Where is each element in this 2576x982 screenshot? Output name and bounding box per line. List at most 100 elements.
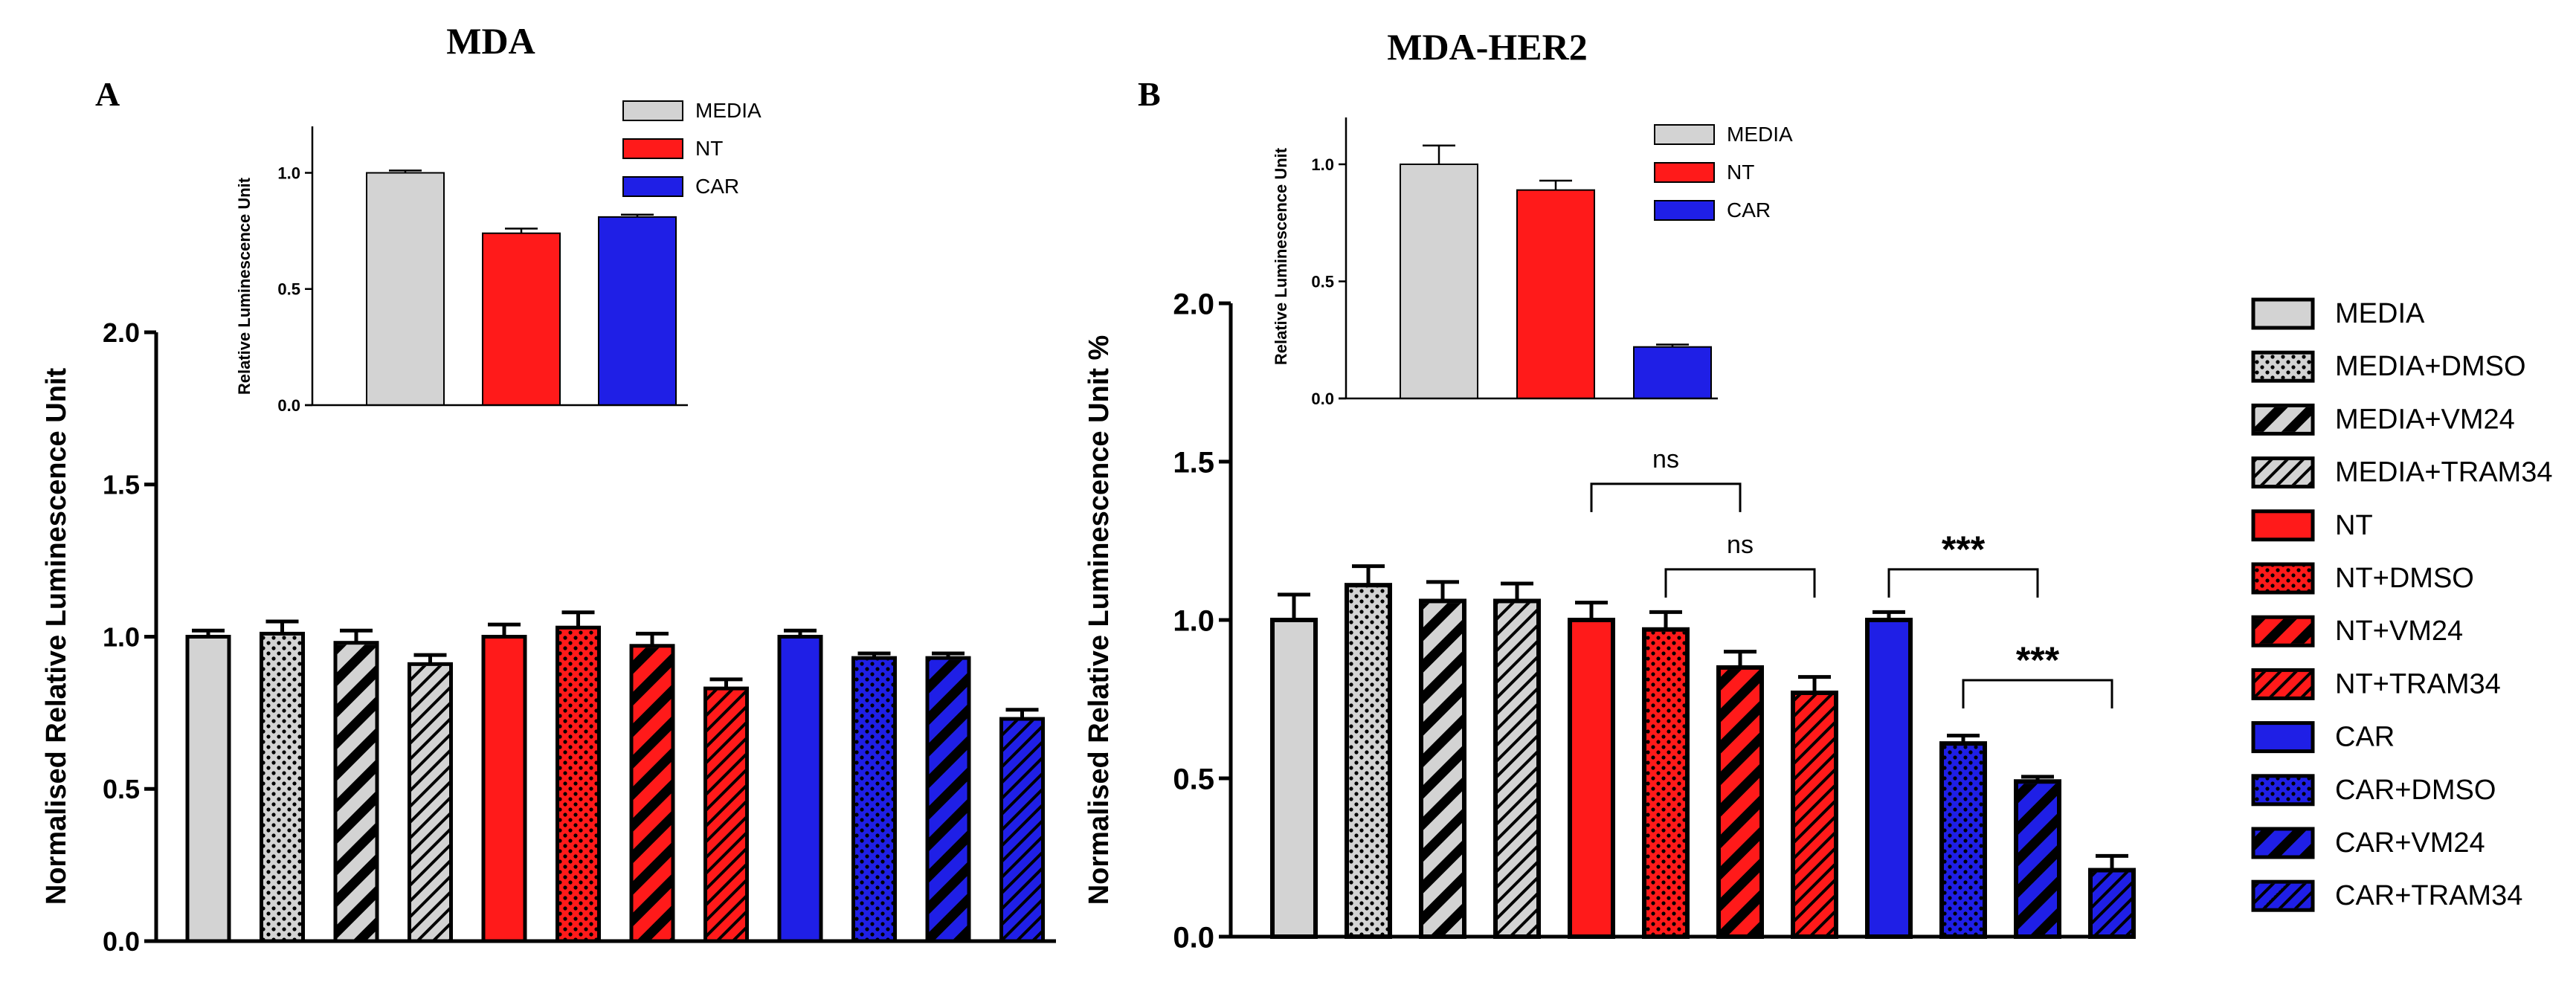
- a-inset-ytick-label: 0.0: [277, 396, 300, 415]
- chart-b-main: 0.0 0.5 1.0 1.5 2.0 Normalised Relative Lumin…: [1083, 288, 2136, 954]
- legend-media-label: MEDIA: [2335, 298, 2425, 329]
- a-main-ytick-label: 2.0: [103, 317, 140, 348]
- legend-nt-dmso-label: NT+DMSO: [2335, 563, 2474, 594]
- b-main-bar-media-dmso-hatch: [1349, 587, 1388, 934]
- a-main-ytick-label: 1.5: [103, 470, 140, 500]
- a-main-ytick-label: 1.0: [103, 621, 140, 652]
- a-inset-legend-label-nt: NT: [695, 137, 723, 160]
- b-main-ytick-label: 2.0: [1173, 288, 1214, 320]
- b-main-significance-label: ***: [1942, 529, 1986, 570]
- b-main-significance-label: ns: [1652, 445, 1679, 474]
- a-inset-legend-label-media: MEDIA: [695, 99, 761, 122]
- b-main-y-axis-label: Normalised Relative Luminescence Unit %: [1083, 335, 1115, 905]
- chart-a-inset: 0.0 0.5 1.0 Relative Luminescence Unit MEDIA…: [235, 99, 761, 415]
- panel-b-title: MDA-HER2: [1387, 26, 1587, 68]
- b-inset-bar-media: [1400, 164, 1478, 399]
- a-main-bar-media-tram34-hatch: [411, 665, 449, 940]
- legend-nt-tram34-swatch-hatch: [2255, 671, 2311, 697]
- b-main-significance-bracket: [1590, 482, 1742, 512]
- a-inset-legend-swatch-media: [622, 100, 683, 121]
- a-main-bar-car-vm24-hatch: [929, 659, 967, 940]
- a-main-bar-car-dmso-hatch: [855, 659, 893, 940]
- b-main-significance-bracket: [1962, 679, 2113, 708]
- b-main-significance-bracket: [1664, 568, 1816, 598]
- b-inset-legend-label-car: CAR: [1727, 198, 1771, 222]
- b-main-bar-nt: [1568, 618, 1615, 939]
- b-main-ytick-label: 1.5: [1173, 446, 1214, 479]
- panel-a-label: A: [95, 75, 120, 113]
- b-main-significance-label: ***: [2016, 639, 2060, 681]
- a-main-bar-nt-tram34-hatch: [707, 690, 745, 940]
- b-inset-ytick-label: 0.5: [1311, 272, 1334, 291]
- legend-car-tram34-swatch-hatch: [2255, 883, 2311, 908]
- legend-nt-dmso-swatch-hatch: [2255, 566, 2311, 591]
- chart-a-main: 0.0 0.5 1.0 1.5 2.0 Normalised Relative Lumin…: [41, 317, 1056, 957]
- legend-media-swatch: [2251, 297, 2315, 330]
- b-main-bar-nt-dmso-hatch: [1646, 631, 1685, 934]
- b-main-bar-media-tram34-hatch: [1498, 603, 1536, 934]
- a-inset-ytick-label: 1.0: [277, 164, 300, 182]
- legend-nt-vm24-swatch-hatch: [2255, 618, 2311, 644]
- a-main-ytick-label: 0.0: [103, 926, 140, 957]
- legend-car-vm24-swatch-hatch: [2255, 830, 2311, 856]
- b-inset-ytick-label: 0.0: [1311, 390, 1334, 408]
- legend-media-dmso-label: MEDIA+DMSO: [2335, 351, 2526, 382]
- a-main-y-axis-label: Normalised Relative Luminescence Unit: [41, 368, 72, 905]
- legend-nt-tram34-label: NT+TRAM34: [2335, 668, 2501, 700]
- a-inset-legend-swatch-car: [622, 176, 683, 197]
- a-main-bar-nt: [481, 635, 527, 943]
- b-inset-ytick-label: 1.0: [1311, 155, 1334, 174]
- a-main-bar-media: [185, 635, 231, 943]
- b-main-bar-nt-tram34-hatch: [1795, 694, 1834, 934]
- b-inset-legend-label-media: MEDIA: [1727, 123, 1793, 146]
- b-inset-y-axis-label: Relative Luminescence Unit: [1272, 147, 1290, 365]
- legend-media-dmso-swatch-hatch: [2255, 354, 2311, 379]
- a-inset-ytick-label: 0.5: [277, 280, 300, 299]
- b-main-ytick-label: 0.5: [1173, 763, 1214, 795]
- a-main-bar-nt-vm24-hatch: [633, 647, 672, 940]
- a-inset-legend-label-car: CAR: [695, 175, 739, 198]
- legend-car-swatch: [2251, 721, 2315, 754]
- legend-car-dmso-label: CAR+DMSO: [2335, 775, 2496, 806]
- a-main-ytick-label: 0.5: [103, 774, 140, 804]
- a-main-bar-car: [777, 635, 823, 943]
- a-main-bar-car-tram34-hatch: [1003, 720, 1041, 940]
- b-main-ytick-label: 0.0: [1173, 921, 1214, 954]
- b-main-bar-car-tram34-hatch: [2093, 872, 2131, 934]
- b-main-significance-label: ns: [1727, 531, 1754, 559]
- legend-car-label: CAR: [2335, 722, 2395, 753]
- chart-b-inset: 0.0 0.5 1.0 Relative Luminescence Unit MEDIA…: [1272, 117, 1793, 408]
- b-inset-legend-swatch-car: [1654, 200, 1715, 221]
- legend-car-vm24-label: CAR+VM24: [2335, 827, 2485, 859]
- b-main-bar-media: [1270, 618, 1318, 939]
- b-inset-legend-label-nt: NT: [1727, 161, 1754, 184]
- b-main-bar-nt-vm24-hatch: [1721, 669, 1759, 934]
- b-inset-legend-swatch-media: [1654, 124, 1715, 145]
- a-main-bar-media-vm24-hatch: [337, 645, 376, 940]
- legend-car-dmso-swatch-hatch: [2255, 778, 2311, 803]
- panel-b-label: B: [1138, 75, 1161, 113]
- a-inset-bar-nt: [482, 232, 561, 406]
- a-main-bar-media-dmso-hatch: [263, 635, 301, 940]
- legend-nt-swatch: [2251, 509, 2315, 542]
- a-main-bar-nt-dmso-hatch: [559, 629, 597, 940]
- b-main-bar-car-vm24-hatch: [2018, 784, 2057, 934]
- b-main-bar-car-dmso-hatch: [1944, 746, 1983, 934]
- b-main-bar-media-vm24-hatch: [1423, 603, 1462, 934]
- legend-car-tram34-label: CAR+TRAM34: [2335, 880, 2522, 911]
- b-inset-bar-car: [1633, 346, 1712, 400]
- a-inset-y-axis-label: Relative Luminescence Unit: [235, 177, 254, 395]
- legend-media-vm24-label: MEDIA+VM24: [2335, 404, 2515, 435]
- legend-nt-label: NT: [2335, 510, 2373, 541]
- a-inset-bar-car: [598, 216, 677, 406]
- b-main-bar-car: [1865, 618, 1913, 939]
- b-inset-legend-swatch-nt: [1654, 162, 1715, 183]
- b-main-significance-bracket: [1887, 568, 2039, 598]
- a-inset-legend-swatch-nt: [622, 138, 683, 159]
- legend: MEDIA MEDIA+DMSO MEDIA+VM24 MEDIA+TRAM34 NT N…: [2251, 297, 2552, 912]
- a-inset-bar-media: [366, 172, 445, 406]
- legend-media-vm24-swatch-hatch: [2255, 407, 2311, 432]
- panel-a-title: MDA: [446, 20, 535, 62]
- legend-media-tram34-swatch-hatch: [2255, 460, 2311, 485]
